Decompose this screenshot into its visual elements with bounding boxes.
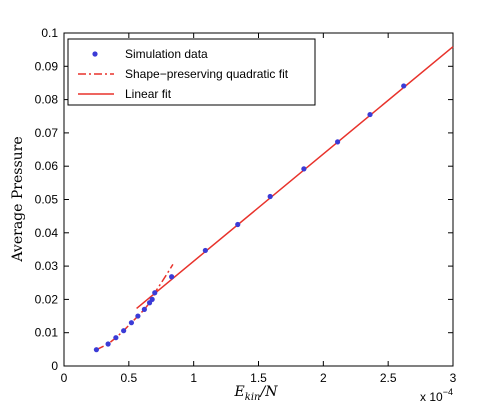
data-point — [121, 328, 127, 334]
data-point — [113, 335, 119, 341]
x-tick-label: 1.5 — [250, 371, 267, 385]
data-point — [235, 221, 241, 228]
legend-label-linear: Linear fit — [125, 87, 172, 101]
data-point — [401, 83, 407, 89]
x-axis-label: Ekin/N — [234, 384, 279, 403]
y-tick-label: 0.08 — [35, 93, 59, 107]
y-tick-label: 0.01 — [35, 326, 59, 340]
x-tick-label: 2.5 — [380, 371, 397, 385]
data-point — [301, 166, 307, 172]
x-axis-label-sub: kin — [245, 392, 261, 403]
data-point — [128, 320, 135, 326]
y-tick-label: 0.05 — [35, 193, 59, 207]
y-tick-label: 0.09 — [35, 59, 59, 73]
data-point — [149, 296, 155, 302]
axis-layer: 0 0.5 1 1.5 2 2.5 3 0 0.01 0.02 0.03 0.04 0.05 0.06 0.… — [35, 26, 457, 385]
y-tick-label: 0 — [51, 359, 58, 373]
y-tick-label: 0.03 — [35, 259, 59, 273]
y-tick-label: 0.06 — [35, 159, 59, 173]
legend-label-quadratic: Shape−preserving quadratic fit — [125, 67, 289, 81]
x-axis-label-tail: /N — [258, 384, 278, 400]
data-point — [93, 347, 100, 353]
linear-fit-line — [136, 46, 454, 309]
x-tick-label: 0.5 — [120, 371, 137, 385]
y-tick-label: 0.04 — [35, 226, 59, 240]
series-layer — [93, 46, 454, 353]
data-point — [135, 313, 141, 319]
data-point — [334, 139, 341, 145]
data-point — [105, 341, 111, 347]
data-point — [367, 111, 373, 118]
x-tick-label: 2 — [320, 371, 327, 385]
x-tick-label: 1 — [190, 371, 197, 385]
y-tick-label: 0.07 — [35, 126, 59, 140]
x-tick-label: 0 — [61, 371, 68, 385]
x-multiplier-base: x 10 — [420, 390, 443, 404]
y-tick-label: 0.02 — [35, 292, 59, 306]
x-axis-label-main: E — [234, 384, 245, 400]
y-tick-label: 0.1 — [41, 26, 58, 40]
data-point — [202, 247, 208, 254]
data-point — [141, 306, 147, 312]
data-point — [169, 274, 175, 280]
legend-marker-simulation — [92, 51, 98, 57]
x-tick-label: 3 — [450, 371, 457, 385]
x-multiplier-exp: −4 — [443, 387, 453, 397]
legend-label-simulation: Simulation data — [125, 47, 208, 61]
data-point — [152, 290, 158, 296]
y-axis-label: Average Pressure — [10, 136, 26, 262]
x-multiplier: x 10−4 — [420, 387, 453, 404]
data-point — [267, 193, 273, 200]
legend: Simulation data Shape−preserving quadrat… — [67, 38, 316, 106]
